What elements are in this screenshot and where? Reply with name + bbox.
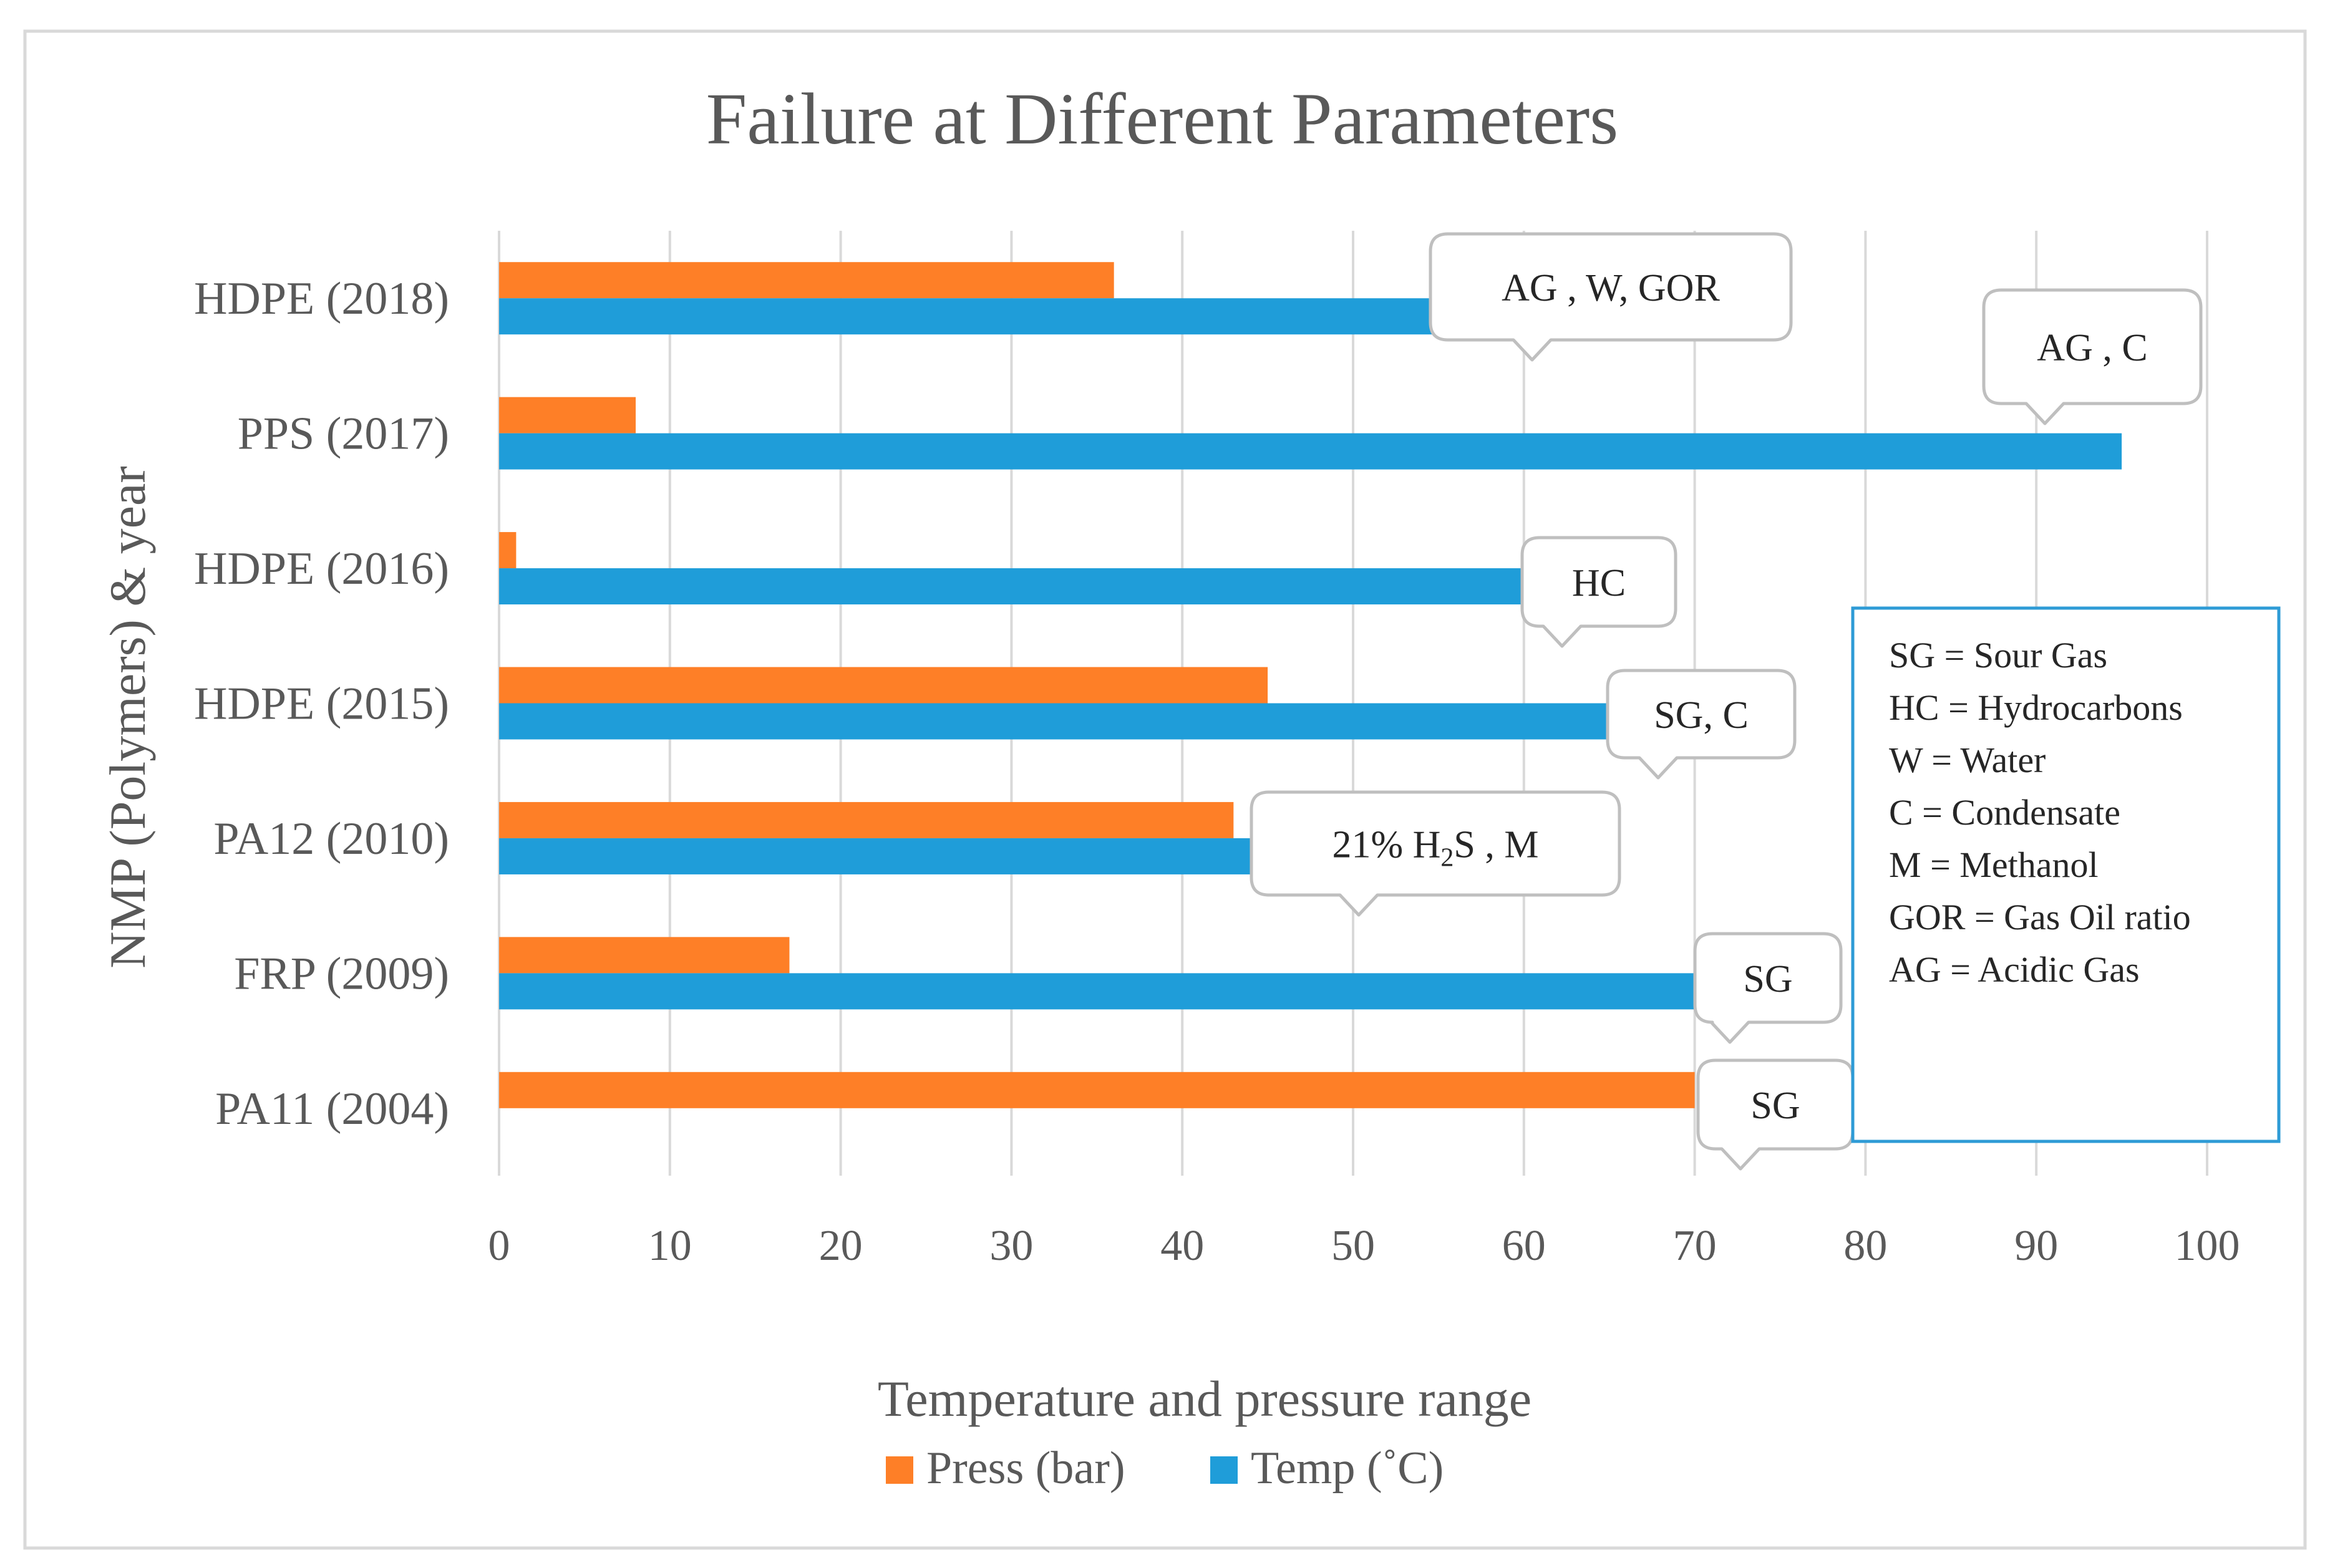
bar-temp-c-hdpe-2015	[499, 703, 1609, 740]
abbreviation-item: C = Condensate	[1889, 792, 2120, 833]
x-tick-label: 10	[648, 1222, 692, 1270]
callout-bubble	[1250, 790, 1621, 917]
category-label: HDPE (2018)	[194, 273, 449, 324]
legend-swatch-press-bar	[886, 1456, 913, 1484]
x-tick-label: 80	[1843, 1222, 1887, 1270]
bars	[499, 262, 2122, 1108]
abbreviation-frame	[1851, 606, 2281, 1143]
y-axis-title: NMP (Polymers) & year	[99, 466, 156, 968]
chart-title: Failure at Different Parameters	[706, 78, 1618, 160]
callout-text: SG	[1743, 958, 1792, 1000]
callout-text: HC	[1572, 562, 1626, 604]
abbreviation-item: AG = Acidic Gas	[1889, 949, 2140, 990]
legend-label: Temp (˚C)	[1251, 1443, 1444, 1494]
abbreviation-item: W = Water	[1889, 740, 2046, 780]
bar-press-bar-hdpe-2015	[499, 667, 1268, 704]
x-axis-title: Temperature and pressure range	[878, 1370, 1531, 1427]
callout-text: AG , C	[2037, 327, 2147, 369]
x-tick-label: 90	[2014, 1222, 2058, 1270]
bar-press-bar-frp-2009	[499, 937, 790, 974]
callout-bubble	[1606, 669, 1797, 780]
category-label: HDPE (2015)	[194, 679, 449, 730]
x-tick-label: 60	[1502, 1222, 1546, 1270]
callout-text: SG, C	[1654, 694, 1749, 737]
x-tick-label: 70	[1673, 1222, 1717, 1270]
x-tick-label: 20	[819, 1222, 863, 1270]
x-tick-label: 40	[1160, 1222, 1204, 1270]
abbreviation-item: GOR = Gas Oil ratio	[1889, 897, 2191, 937]
callout-bubble	[1982, 288, 2203, 425]
category-labels: HDPE (2018) PPS (2017) HDPE (2016) HDPE (20…	[194, 273, 449, 1135]
bar-temp-c-hdpe-2018	[499, 298, 1439, 335]
legend-swatch-temp-c	[1210, 1456, 1238, 1484]
bar-temp-c-hdpe-2016	[499, 568, 1524, 605]
bar-temp-c-pa12-2010	[499, 838, 1251, 874]
abbreviation-item: SG = Sour Gas	[1889, 635, 2107, 675]
bar-press-bar-pa12-2010	[499, 801, 1234, 838]
abbreviation-box: SG = Sour Gas HC = Hydrocarbons W = Water C…	[1851, 606, 2281, 1143]
abbreviation-item: HC = Hydrocarbons	[1889, 687, 2183, 728]
x-tick-label: 100	[2175, 1222, 2240, 1270]
x-tick-labels: 0 10 20 30 40 50 60 70 80 90 100	[488, 1222, 2240, 1270]
callout-bubble	[1520, 536, 1677, 648]
callout-text: SG	[1750, 1085, 1800, 1127]
category-label: PA11 (2004)	[215, 1083, 449, 1135]
bar-temp-c-frp-2009	[499, 973, 1695, 1010]
x-tick-label: 50	[1331, 1222, 1375, 1270]
abbreviation-item: M = Methanol	[1889, 844, 2099, 885]
annotation-callouts: AG , W, GOR AG , C HC SG, C 21% H2S , M SG SG	[1250, 232, 2203, 1171]
callout-text: AG , W, GOR	[1502, 267, 1720, 309]
bar-press-bar-pps-2017	[499, 397, 636, 433]
x-tick-label: 0	[488, 1222, 510, 1270]
category-label: FRP (2009)	[234, 948, 449, 999]
callout-text: 21% H2S , M	[1332, 824, 1538, 873]
callout-bubble	[1693, 932, 1843, 1044]
bar-press-bar-hdpe-2016	[499, 532, 517, 569]
x-tick-label: 30	[989, 1222, 1033, 1270]
bar-press-bar-hdpe-2018	[499, 262, 1114, 299]
bar-temp-c-pps-2017	[499, 433, 2122, 470]
category-label: PPS (2017)	[238, 409, 449, 460]
category-label: HDPE (2016)	[194, 543, 449, 594]
category-label: PA12 (2010)	[213, 813, 449, 864]
bar-press-bar-pa11-2004	[499, 1072, 1695, 1108]
callout-bubble	[1429, 232, 1793, 362]
legend-label: Press (bar)	[926, 1443, 1125, 1494]
legend: Press (bar) Temp (˚C)	[886, 1443, 1444, 1494]
